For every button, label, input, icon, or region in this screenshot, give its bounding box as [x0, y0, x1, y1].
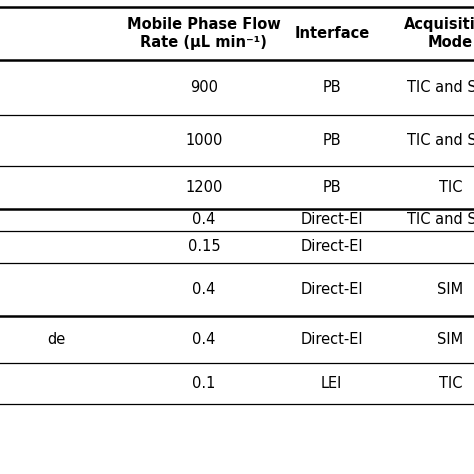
- Text: SIM: SIM: [437, 332, 464, 347]
- Text: Interface: Interface: [294, 26, 369, 41]
- Text: SIM: SIM: [437, 282, 464, 297]
- Text: Acquisition
Mode: Acquisition Mode: [404, 17, 474, 50]
- Text: Mobile Phase Flow
Rate (μL min⁻¹): Mobile Phase Flow Rate (μL min⁻¹): [127, 17, 281, 50]
- Text: TIC: TIC: [438, 376, 462, 391]
- Text: PB: PB: [322, 133, 341, 148]
- Text: 1000: 1000: [185, 133, 222, 148]
- Text: 1200: 1200: [185, 180, 222, 195]
- Text: Direct-EI: Direct-EI: [301, 212, 363, 227]
- Text: TIC and SIM: TIC and SIM: [407, 133, 474, 148]
- Text: Direct-EI: Direct-EI: [301, 282, 363, 297]
- Text: Direct-EI: Direct-EI: [301, 239, 363, 255]
- Text: Direct-EI: Direct-EI: [301, 332, 363, 347]
- Text: 0.15: 0.15: [188, 239, 220, 255]
- Text: TIC and SIM: TIC and SIM: [407, 80, 474, 95]
- Text: LEI: LEI: [321, 376, 343, 391]
- Text: TIC: TIC: [438, 180, 462, 195]
- Text: 0.1: 0.1: [192, 376, 216, 391]
- Text: de: de: [47, 332, 66, 347]
- Text: 900: 900: [190, 80, 218, 95]
- Text: PB: PB: [322, 180, 341, 195]
- Text: 0.4: 0.4: [192, 212, 216, 227]
- Text: TIC and SIM: TIC and SIM: [407, 212, 474, 227]
- Text: 0.4: 0.4: [192, 332, 216, 347]
- Text: PB: PB: [322, 80, 341, 95]
- Text: 0.4: 0.4: [192, 282, 216, 297]
